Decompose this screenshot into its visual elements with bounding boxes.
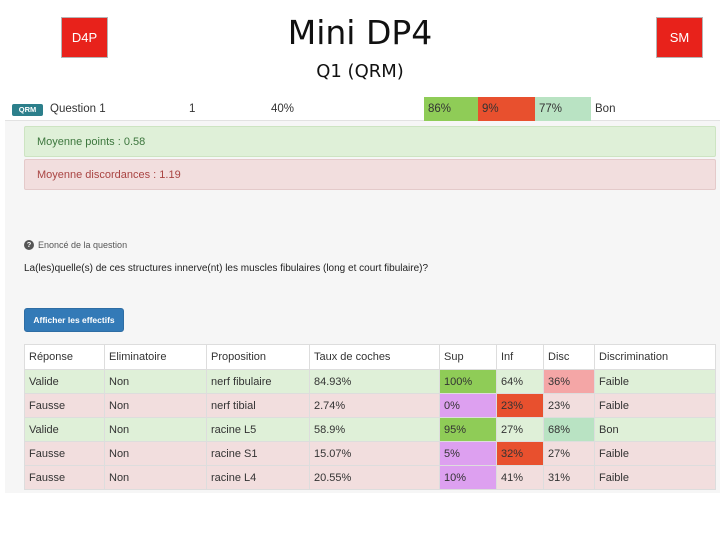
- cell-proposition: nerf fibulaire: [206, 369, 310, 394]
- cell-disc: 23%: [543, 393, 595, 418]
- cell-discrimination: Faible: [594, 441, 716, 466]
- cell-taux: 2.74%: [309, 393, 440, 418]
- qrm-tag: QRM: [12, 104, 43, 116]
- cell-taux: 20.55%: [309, 465, 440, 490]
- question-disc: 77%: [535, 97, 591, 121]
- header-sup[interactable]: Sup: [439, 344, 497, 370]
- average-points-alert: Moyenne points : 0.58: [24, 126, 716, 157]
- cell-sup: 95%: [439, 417, 497, 442]
- cell-discrimination: Faible: [594, 393, 716, 418]
- question-name: Question 1: [50, 103, 106, 115]
- cell-disc: 68%: [543, 417, 595, 442]
- slide-title: Mini DP4: [287, 13, 433, 52]
- question-percent: 40%: [271, 103, 295, 115]
- header-eliminatoire[interactable]: Eliminatoire: [104, 344, 207, 370]
- cell-taux: 58.9%: [309, 417, 440, 442]
- question-sup: 86%: [424, 97, 478, 121]
- cell-taux: 15.07%: [309, 441, 440, 466]
- cell-inf: 27%: [496, 417, 544, 442]
- cell-proposition: nerf tibial: [206, 393, 310, 418]
- question-circle-icon: ?: [24, 240, 34, 250]
- header-reponse[interactable]: Réponse: [24, 344, 105, 370]
- question-text: La(les)quelle(s) de ces structures inner…: [24, 263, 429, 274]
- table-row: Valide Non racine L5 58.9% 95% 27% 68% Bon: [24, 417, 716, 442]
- header-disc[interactable]: Disc: [543, 344, 595, 370]
- cell-inf: 41%: [496, 465, 544, 490]
- cell-reponse: Fausse: [24, 393, 105, 418]
- cell-discrimination: Bon: [594, 417, 716, 442]
- cell-eliminatoire: Non: [104, 393, 207, 418]
- table-row: Fausse Non racine L4 20.55% 10% 41% 31% Faible: [24, 465, 716, 490]
- cell-sup: 5%: [439, 441, 497, 466]
- cell-sup: 100%: [439, 369, 497, 394]
- cell-discrimination: Faible: [594, 465, 716, 490]
- cell-reponse: Valide: [24, 417, 105, 442]
- question-evaluation: Bon: [595, 103, 616, 115]
- table-row: Fausse Non nerf tibial 2.74% 0% 23% 23% Faible: [24, 393, 716, 418]
- badge-sm: SM: [656, 17, 703, 58]
- question-summary-row[interactable]: QRM Question 1 1 40% 86% 9% 77% Bon: [5, 97, 720, 121]
- enonce-header: ? Enoncé de la question: [24, 240, 127, 250]
- cell-eliminatoire: Non: [104, 417, 207, 442]
- cell-eliminatoire: Non: [104, 441, 207, 466]
- show-counts-button[interactable]: Afficher les effectifs: [24, 308, 124, 332]
- cell-inf: 64%: [496, 369, 544, 394]
- header-proposition[interactable]: Proposition: [206, 344, 310, 370]
- table-row: Fausse Non racine S1 15.07% 5% 32% 27% Faible: [24, 441, 716, 466]
- cell-eliminatoire: Non: [104, 369, 207, 394]
- cell-proposition: racine L4: [206, 465, 310, 490]
- cell-eliminatoire: Non: [104, 465, 207, 490]
- cell-discrimination: Faible: [594, 369, 716, 394]
- cell-taux: 84.93%: [309, 369, 440, 394]
- cell-reponse: Fausse: [24, 441, 105, 466]
- enonce-label: Enoncé de la question: [38, 240, 128, 250]
- header-taux-de-coches[interactable]: Taux de coches: [309, 344, 440, 370]
- screenshot-panel: QRM Question 1 1 40% 86% 9% 77% Bon Moye…: [5, 97, 720, 493]
- header-discrimination[interactable]: Discrimination: [594, 344, 716, 370]
- cell-reponse: Fausse: [24, 465, 105, 490]
- cell-disc: 36%: [543, 369, 595, 394]
- badge-d4p: D4P: [61, 17, 108, 58]
- question-number: 1: [189, 103, 196, 115]
- table-row: Valide Non nerf fibulaire 84.93% 100% 64% 36% F…: [24, 369, 716, 394]
- question-inf: 9%: [478, 97, 535, 121]
- cell-inf: 23%: [496, 393, 544, 418]
- cell-sup: 0%: [439, 393, 497, 418]
- answers-table: Réponse Eliminatoire Proposition Taux de…: [24, 344, 716, 490]
- cell-proposition: racine S1: [206, 441, 310, 466]
- cell-disc: 27%: [543, 441, 595, 466]
- cell-proposition: racine L5: [206, 417, 310, 442]
- cell-reponse: Valide: [24, 369, 105, 394]
- header-inf[interactable]: Inf: [496, 344, 544, 370]
- average-discordance-alert: Moyenne discordances : 1.19: [24, 159, 716, 190]
- cell-disc: 31%: [543, 465, 595, 490]
- slide-subtitle: Q1 (QRM): [316, 61, 404, 82]
- cell-inf: 32%: [496, 441, 544, 466]
- cell-sup: 10%: [439, 465, 497, 490]
- table-header-row: Réponse Eliminatoire Proposition Taux de…: [24, 344, 716, 370]
